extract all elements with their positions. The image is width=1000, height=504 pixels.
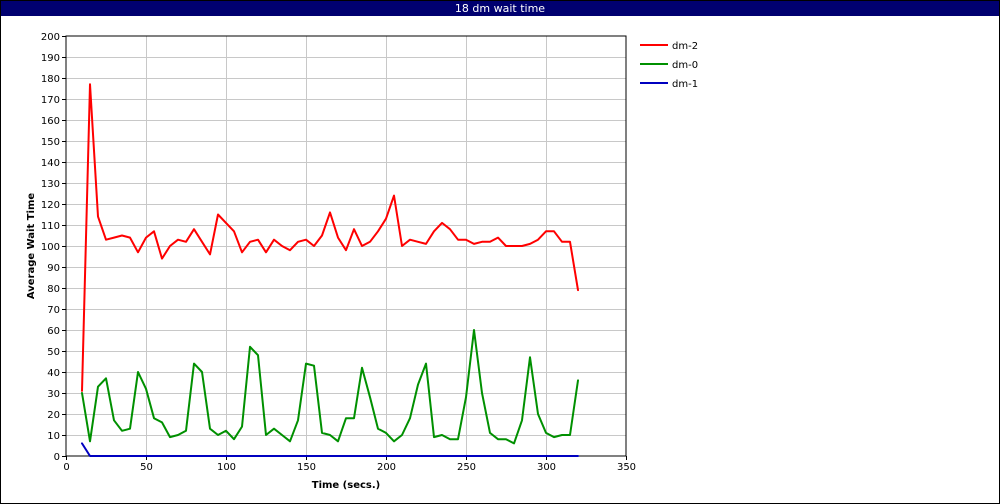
y-tick-label: 200 [41, 32, 60, 43]
x-tick-label: 50 [140, 462, 153, 473]
series-line-dm-1 [81, 442, 579, 457]
y-tick-label: 20 [47, 410, 60, 421]
x-tick-label: 0 [63, 462, 69, 473]
legend-label-dm-2: dm-2 [672, 41, 698, 52]
legend-label-dm-1: dm-1 [672, 79, 698, 90]
y-tick-label: 30 [47, 389, 60, 400]
x-axis: 0 50 100 150 200 250 300 350 [63, 456, 636, 473]
y-tick-label: 130 [41, 179, 60, 190]
y-tick-label: 190 [41, 53, 60, 64]
y-tick-label: 140 [41, 158, 60, 169]
x-tick-label: 100 [217, 462, 236, 473]
x-tick-label: 300 [537, 462, 556, 473]
x-tick-label: 150 [297, 462, 316, 473]
y-tick-label: 180 [41, 74, 60, 85]
chart-title: 18 dm wait time [1, 1, 999, 16]
y-tick-label: 150 [41, 137, 60, 148]
x-tick-label: 250 [457, 462, 476, 473]
x-tick-label: 350 [617, 462, 636, 473]
y-tick-label: 80 [47, 284, 60, 295]
y-tick-label: 10 [47, 431, 60, 442]
y-tick-label: 40 [47, 368, 60, 379]
legend: dm-2 dm-0 dm-1 [640, 41, 698, 90]
x-tick-label: 200 [377, 462, 396, 473]
legend-label-dm-0: dm-0 [672, 60, 698, 71]
y-tick-label: 100 [41, 242, 60, 253]
grid [66, 36, 626, 456]
x-axis-title: Time (secs.) [312, 480, 381, 491]
y-tick-label: 50 [47, 347, 60, 358]
series-lines [81, 83, 579, 457]
y-axis: 0 10 20 30 40 50 60 70 80 90 100 110 120 130 140 150 160… [41, 32, 66, 463]
y-tick-label: 70 [47, 305, 60, 316]
y-tick-label: 60 [47, 326, 60, 337]
y-tick-label: 170 [41, 95, 60, 106]
y-axis-title: Average Wait Time [26, 193, 37, 300]
series-line-dm-2 [81, 83, 579, 392]
y-tick-label: 110 [41, 221, 60, 232]
y-tick-label: 160 [41, 116, 60, 127]
y-tick-label: 120 [41, 200, 60, 211]
series-line-dm-0 [81, 329, 579, 445]
y-tick-label: 90 [47, 263, 60, 274]
y-tick-label: 0 [54, 452, 60, 463]
